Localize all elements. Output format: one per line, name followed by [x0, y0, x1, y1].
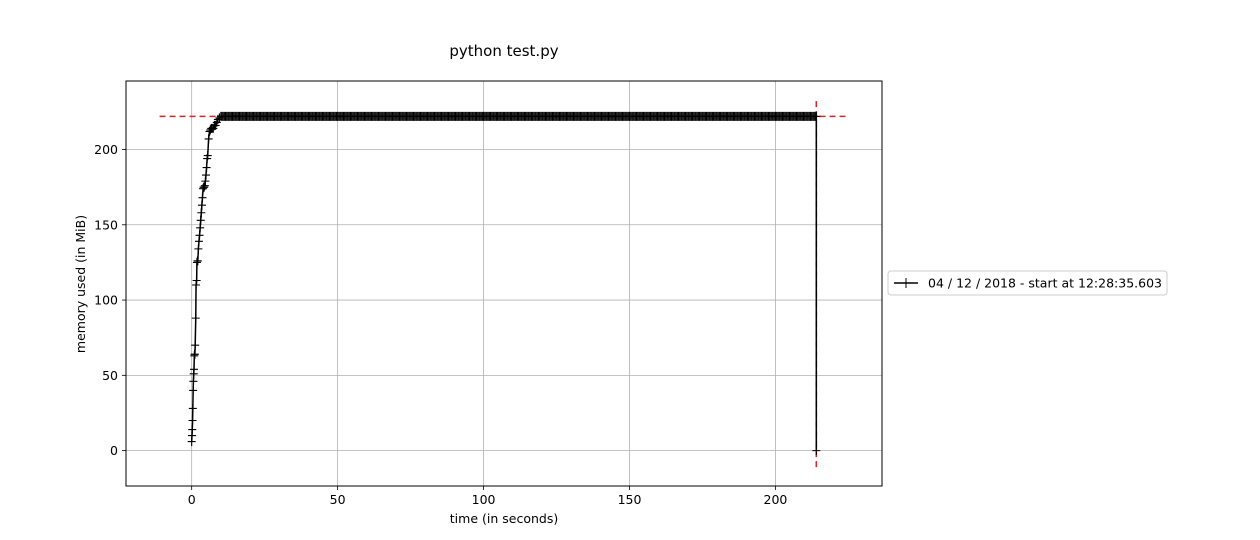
x-tick-label: 0	[188, 492, 196, 507]
data-point	[194, 236, 203, 246]
data-point	[197, 200, 206, 210]
data-point	[200, 182, 209, 192]
data-point	[204, 134, 213, 144]
data-point	[195, 230, 204, 240]
data-point	[188, 425, 197, 435]
data-point	[194, 244, 203, 254]
legend-box	[887, 270, 1168, 296]
reference-lines	[159, 99, 849, 468]
y-tick-label: 50	[102, 368, 118, 383]
y-axis-label: memory used (in MiB)	[73, 215, 88, 353]
x-axis-label: time (in seconds)	[450, 511, 558, 526]
data-point	[201, 170, 210, 180]
y-tick-label: 150	[94, 217, 118, 232]
series-group	[187, 111, 821, 456]
y-tick-label: 100	[94, 293, 118, 308]
data-point	[812, 111, 821, 121]
data-point	[200, 181, 209, 191]
x-tick-label: 50	[330, 492, 346, 507]
grid	[126, 81, 882, 486]
data-point	[196, 223, 205, 233]
data-point	[202, 163, 211, 173]
plot-frame	[125, 80, 883, 487]
y-tick-label: 0	[110, 443, 118, 458]
legend-label: 04 / 12 / 2018 - start at 12:28:35.603	[928, 276, 1162, 291]
data-point	[190, 364, 199, 374]
data-point	[812, 446, 821, 456]
data-point	[192, 257, 201, 267]
series-line	[190, 115, 818, 451]
data-point	[192, 280, 201, 290]
data-point	[190, 349, 199, 359]
data-point	[193, 256, 202, 266]
data-point	[188, 416, 197, 426]
data-point	[192, 275, 201, 285]
data-point	[201, 176, 210, 186]
data-point	[191, 313, 200, 323]
x-tick-label: 100	[472, 492, 496, 507]
y-axis: 0 50 100 150 200	[94, 142, 126, 458]
data-point	[196, 215, 205, 225]
x-tick-label: 200	[764, 492, 788, 507]
data-point	[198, 193, 207, 203]
y-tick-label: 200	[94, 142, 118, 157]
x-axis: 0 50 100 150 200	[188, 486, 788, 507]
data-point	[189, 385, 198, 395]
data-point	[188, 403, 197, 413]
data-point	[191, 340, 200, 350]
chart-title: python test.py	[449, 42, 558, 60]
data-point	[197, 208, 206, 218]
data-point	[203, 151, 212, 161]
legend: 04 / 12 / 2018 - start at 12:28:35.603	[887, 270, 1168, 296]
data-point	[189, 376, 198, 386]
x-tick-label: 150	[618, 492, 642, 507]
